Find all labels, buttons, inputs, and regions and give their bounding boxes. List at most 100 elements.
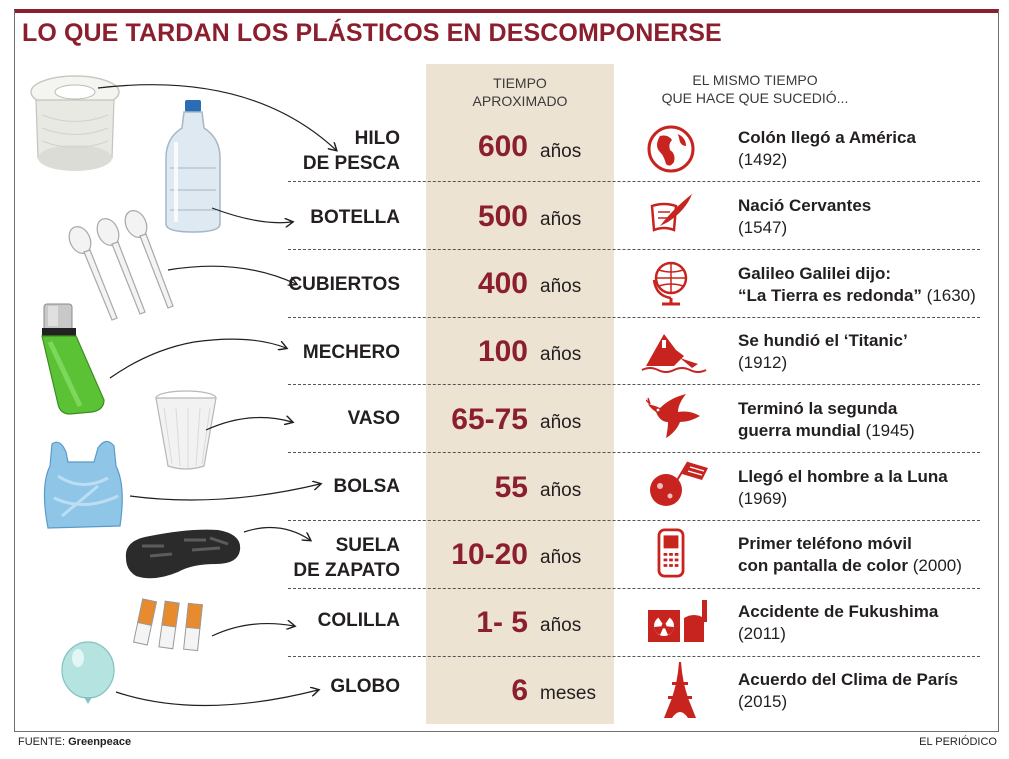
- eiffel-tower-icon: [664, 662, 696, 718]
- arrow-cup: [205, 418, 292, 431]
- historical-event: Acuerdo del Clima de París (2015): [738, 669, 998, 713]
- decomposition-time-unit: años: [540, 412, 582, 433]
- event-header-line2: QUE HACE QUE SUCEDIÓ...: [661, 90, 849, 106]
- row-separator: [288, 452, 980, 453]
- plastic-cup-icon: [155, 390, 217, 470]
- event-header-line1: EL MISMO TIEMPO: [692, 72, 818, 88]
- item-label-fishing-line: HILO DE PESCA: [230, 126, 400, 176]
- peace-dove-icon: [646, 394, 700, 438]
- time-header-line2: APROXIMADO: [472, 93, 568, 109]
- decomposition-time-value: 10-20: [451, 538, 528, 571]
- event-title: Colón llegó a América: [738, 128, 916, 147]
- event-title: Galileo Galilei dijo:: [738, 264, 892, 283]
- decomposition-time-value: 600: [477, 130, 528, 163]
- item-label-line1: HILO: [354, 128, 400, 149]
- item-label-balloon: GLOBO: [230, 674, 400, 699]
- historical-event: Accidente de Fukushima (2011): [738, 601, 998, 645]
- decomposition-time-value: 65-75: [451, 403, 528, 436]
- decomposition-time-unit: años: [540, 480, 582, 501]
- frame-bottom-border: [14, 731, 999, 732]
- decomposition-time-value: 100: [477, 335, 528, 368]
- event-year: (1630): [921, 286, 976, 305]
- item-label-lighter: MECHERO: [230, 340, 400, 365]
- item-label-line1: BOTELLA: [310, 207, 400, 228]
- item-label-line1: VASO: [347, 408, 400, 429]
- frame-right-border: [998, 10, 999, 732]
- row-separator: [288, 181, 980, 182]
- quill-scroll-icon: [650, 194, 692, 232]
- row-separator: [288, 520, 980, 521]
- plastic-bottle-icon: [165, 100, 221, 233]
- item-label-line1: CUBIERTOS: [288, 274, 400, 295]
- event-detail-bold: con pantalla de color: [738, 556, 909, 575]
- item-label-line1: SUELA: [335, 535, 400, 556]
- fishing-line-spool-icon: [30, 75, 120, 171]
- decomposition-time-unit: años: [540, 141, 582, 162]
- source-label: FUENTE:: [18, 736, 66, 748]
- item-label-line1: BOLSA: [333, 476, 401, 497]
- source-credit: FUENTE: Greenpeace: [18, 736, 131, 748]
- decomposition-time-value: 400: [477, 267, 528, 300]
- item-label-line2: DE PESCA: [302, 153, 400, 174]
- event-detail-bold: guerra mundial: [738, 421, 861, 440]
- arrow-bottle: [211, 207, 292, 223]
- event-title: Primer teléfono móvil: [738, 534, 912, 553]
- event-title: Accidente de Fukushima: [738, 602, 939, 621]
- time-column-band: [426, 64, 614, 724]
- decomposition-time-unit: años: [540, 344, 582, 365]
- item-label-cup: VASO: [230, 406, 400, 431]
- row-separator: [288, 588, 980, 589]
- decomposition-time-value: 55: [494, 471, 528, 504]
- time-header-line1: TIEMPO: [493, 75, 547, 91]
- arrow-spoons: [167, 265, 296, 284]
- item-label-line2: DE ZAPATO: [293, 560, 400, 581]
- arrow-cigarettes: [211, 624, 294, 637]
- page-title: LO QUE TARDAN LOS PLÁSTICOS EN DESCOMPON…: [22, 19, 722, 47]
- decomposition-time-value: 1- 5: [476, 606, 528, 639]
- arrow-shoe: [243, 526, 310, 541]
- item-label-line1: COLILLA: [317, 610, 400, 631]
- row-separator: [288, 656, 980, 657]
- lighter-icon: [41, 303, 105, 415]
- publisher-credit: EL PERIÓDICO: [919, 736, 997, 748]
- arrow-bag: [129, 484, 320, 501]
- top-rule: [14, 9, 999, 13]
- event-year: (2015): [738, 692, 788, 711]
- event-year: (1912): [738, 353, 788, 372]
- plastic-spoons-icon: [68, 210, 174, 321]
- item-label-bag: BOLSA: [230, 474, 401, 499]
- row-separator: [288, 317, 980, 318]
- row-separator: [288, 384, 980, 385]
- decomposition-time-value: 6: [511, 674, 528, 707]
- item-label-shoe-sole: SUELA DE ZAPATO: [230, 533, 400, 583]
- globe-stand-icon: [652, 261, 688, 306]
- cigarette-butts-icon: [132, 598, 203, 652]
- arrow-lighter: [109, 338, 286, 379]
- event-title: Llegó el hombre a la Luna: [738, 467, 948, 486]
- moon-flag-icon: [650, 461, 708, 506]
- globe-americas-icon: [647, 125, 695, 173]
- item-label-bottle: BOTELLA: [230, 205, 400, 230]
- event-year: (1945): [860, 421, 915, 440]
- item-label-line1: MECHERO: [302, 342, 400, 363]
- historical-event: Galileo Galilei dijo: “La Tierra es redo…: [738, 263, 998, 307]
- event-detail-bold: “La Tierra es redonda”: [738, 286, 922, 305]
- mobile-phone-icon: [657, 528, 685, 578]
- item-label-line1: GLOBO: [330, 676, 400, 697]
- sinking-ship-icon: [641, 334, 707, 373]
- source-name: Greenpeace: [68, 736, 132, 748]
- decomposition-time-unit: años: [540, 209, 582, 230]
- row-separator: [288, 249, 980, 250]
- event-year: (1969): [738, 489, 788, 508]
- historical-event: Colón llegó a América (1492): [738, 127, 998, 171]
- decomposition-time-unit: años: [540, 615, 582, 636]
- historical-event: Nació Cervantes (1547): [738, 195, 998, 239]
- event-year: (2011): [738, 624, 786, 643]
- historical-event: Llegó el hombre a la Luna (1969): [738, 466, 998, 510]
- item-label-cigarette-butt: COLILLA: [230, 608, 400, 633]
- plastic-bag-icon: [43, 440, 123, 529]
- event-year: (1492): [738, 150, 788, 169]
- event-year: (2000): [908, 556, 962, 575]
- decomposition-time-unit: años: [540, 547, 582, 568]
